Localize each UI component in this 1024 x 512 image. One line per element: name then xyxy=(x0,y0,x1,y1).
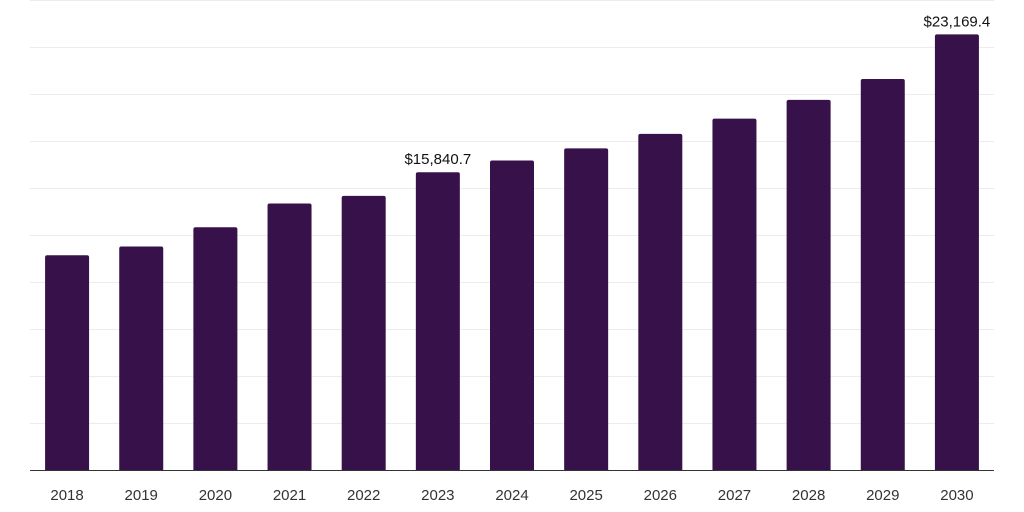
x-tick-label: 2027 xyxy=(718,487,751,504)
x-tick-label: 2030 xyxy=(940,487,973,504)
bar-2021 xyxy=(267,203,312,470)
bar-2030 xyxy=(934,34,979,470)
data-labels: $15,840.7 $23,169.4 xyxy=(404,13,990,168)
x-tick-label: 2023 xyxy=(421,487,454,504)
x-tick-label: 2026 xyxy=(644,487,677,504)
x-tick-label: 2018 xyxy=(50,487,83,504)
bar-2018 xyxy=(45,255,90,470)
bar-2022 xyxy=(341,195,386,470)
bar-2026 xyxy=(638,133,683,470)
bar-2027 xyxy=(712,118,757,471)
x-axis-tick-labels: 2018 2019 2020 2021 2022 2023 2024 2025 2026 2027… xyxy=(50,487,973,504)
data-label-2023: $15,840.7 xyxy=(404,151,471,168)
x-tick-label: 2029 xyxy=(866,487,899,504)
bar-2023 xyxy=(415,172,460,471)
x-tick-label: 2020 xyxy=(199,487,232,504)
x-tick-label: 2019 xyxy=(125,487,158,504)
data-label-2030: $23,169.4 xyxy=(924,13,991,30)
bar-2024 xyxy=(490,160,534,470)
x-tick-label: 2025 xyxy=(569,487,602,504)
bar-2029 xyxy=(860,79,905,470)
x-tick-label: 2028 xyxy=(792,487,825,504)
x-tick-label: 2021 xyxy=(273,487,306,504)
bar-2019 xyxy=(119,246,164,470)
x-tick-label: 2022 xyxy=(347,487,380,504)
bar-2020 xyxy=(193,227,238,470)
bar-2028 xyxy=(786,99,831,470)
x-tick-label: 2024 xyxy=(495,487,528,504)
bar-2025 xyxy=(564,148,609,470)
bars xyxy=(45,34,979,471)
